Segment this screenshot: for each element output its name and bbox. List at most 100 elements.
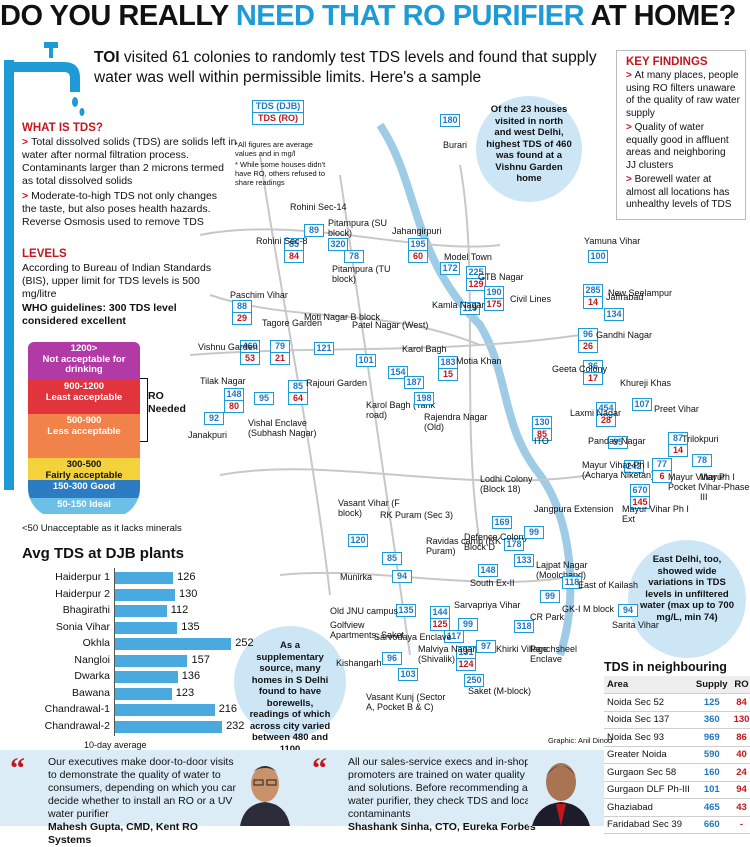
map-reading-box: 242 [624,460,644,473]
map-location-label: Saket (M-block) [468,686,532,696]
map-location-label: Rohini Sec-14 [290,202,347,212]
cell-supply: 101 [692,781,731,799]
djb-plant-bar [115,588,175,601]
map-reading-box: 79 21 [270,340,290,365]
map-reading-box: 121 [314,342,334,355]
map-reading-box: 320 [328,238,348,251]
djb-plant-bar [115,605,167,617]
tds-band: 300-500 Fairly acceptable [28,458,140,480]
map-reading-djb: 198 [416,393,432,403]
djb-footnote: 10-day average [84,740,147,750]
key-findings-title: KEY FINDINGS [626,56,708,68]
map-location-label: Laxmi Nagar [570,408,622,418]
map-location-label: Lajpat Nagar (Moolchand) [536,560,588,580]
map-location-label: Trilokpuri [682,434,719,444]
quote-mark-icon-2: “ [312,752,327,785]
map-reading-djb: 97 [480,641,491,651]
graphic-credit: Graphic: Anil Dinod [548,736,613,745]
map-reading-djb: 131 [457,647,475,659]
djb-plant-bar [115,687,172,700]
map-reading-box: 670 145 [630,484,650,509]
map-reading-ro: 80 [228,401,239,411]
map-reading-ro: 28 [600,415,611,425]
map-reading-djb: 94 [622,605,633,615]
map-location-label: Burari [443,140,468,150]
tds-level-glass: 1200> Not acceptable for drinking 900-1200… [28,342,140,518]
map-reading-djb: 130 [533,417,551,429]
map-reading-box: 190 175 [484,286,504,311]
map-location-label: Pandav Nagar [588,436,646,446]
map-reading-djb: 225 [467,267,485,279]
what-is-tds-title: WHAT IS TDS? [22,122,103,134]
map-location-label: Vishnu Garden [198,342,258,352]
quotes-band [0,750,604,826]
map-location-label: Vasant Vihar (F block) [338,498,400,518]
djb-plant-value: 216 [218,703,238,715]
map-location-label: Motia Khan [456,356,502,366]
map-reading-djb: 85 [285,239,303,251]
map-reading-ro: 64 [292,393,303,403]
djb-plant-value: 126 [177,571,196,583]
levels-note: <50 Unacceptable as it lacks minerals [22,523,182,534]
map-reading-djb: 88 [233,301,251,313]
cell-ro: 84 [730,693,750,712]
djb-plant-label: Haiderpur 1 [55,571,110,583]
map-reading-djb: 187 [406,377,422,387]
map-location-label: Patel Nagar (West) [352,320,429,330]
quote-mark-icon: “ [10,752,25,785]
map-location-label: Kishangarh [336,658,382,668]
map-location-label: Kamla Nagar [432,300,485,310]
map-reading-djb: 89 [308,225,319,235]
map-location-label: Khirki Village [496,644,548,654]
map-location-label: Janakpuri [188,430,228,440]
map-location-label: Rajouri Garden [306,378,368,388]
map-reading-djb: 96 [579,329,597,341]
map-location-label: Moti Nagar B block [304,312,381,322]
map-reading-box: 180 [440,114,460,127]
map-location-label: Tilak Nagar [200,376,246,386]
map-location-label: New Seelampur [608,288,673,298]
map-reading-djb: 670 [631,485,649,497]
map-location-label: ITO [534,436,549,446]
map-reading-ro: 84 [288,251,299,261]
cell-ro: 24 [730,763,750,782]
map-location-label: Sarita Vihar [612,620,659,630]
map-location-label: South Ex-II [470,578,515,588]
map-reading-djb: 85 [386,553,397,563]
map-location-label: GK-I M block [562,604,615,614]
tds-band-desc: Less acceptable [47,425,121,437]
map-location-label: Jahangirpuri [392,226,442,236]
djb-chart-title: Avg TDS at DJB plants [22,545,184,562]
col-supply: Supply [692,676,731,694]
key-findings-panel [616,50,746,220]
map-reading-djb: 78 [696,455,707,465]
djb-plant-value: 252 [235,637,254,649]
map-reading-djb: 460 [241,341,259,353]
djb-plant-bar [115,621,178,634]
map-reading-djb: 107 [634,399,650,409]
key-finding-1: > At many places, people using RO filter… [626,70,740,119]
djb-plant-bar [115,720,223,733]
table-row: Faridabad Sec 39 660- [604,816,750,834]
map-reading-djb: 99 [462,619,473,629]
map-reading-box: 178 [504,538,524,551]
map-location-label: Preet Vihar [654,404,699,414]
tds-band-desc: Not acceptable for drinking [42,353,126,375]
cell-area: Gurgaon Sec 58 [604,763,693,782]
map-reading-box: 198 [414,392,434,405]
map-location-label: Mayur Vihar Ph I Pocket I [668,472,735,492]
map-location-label: Model Town [444,252,492,262]
map-reading-box: 454 28 [596,402,616,427]
map-location-label: Sarvapriya Vihar [454,600,521,610]
map-reading-ro: 29 [236,313,247,323]
map-reading-box: 87 14 [668,432,688,457]
djb-plant-label: Dwarka [74,670,110,682]
djb-plant-value: 112 [170,604,189,616]
portrait-shashank-sinha [528,754,594,826]
map-reading-box: 100 [588,250,608,263]
map-reading-box: 96 26 [578,328,598,353]
map-reading-djb: 144 [431,607,449,619]
map-reading-ro: 15 [442,369,453,379]
tds-band: 1200> Not acceptable for drinking [28,342,140,380]
tds-band-range: 50-150 Ideal [57,499,111,510]
